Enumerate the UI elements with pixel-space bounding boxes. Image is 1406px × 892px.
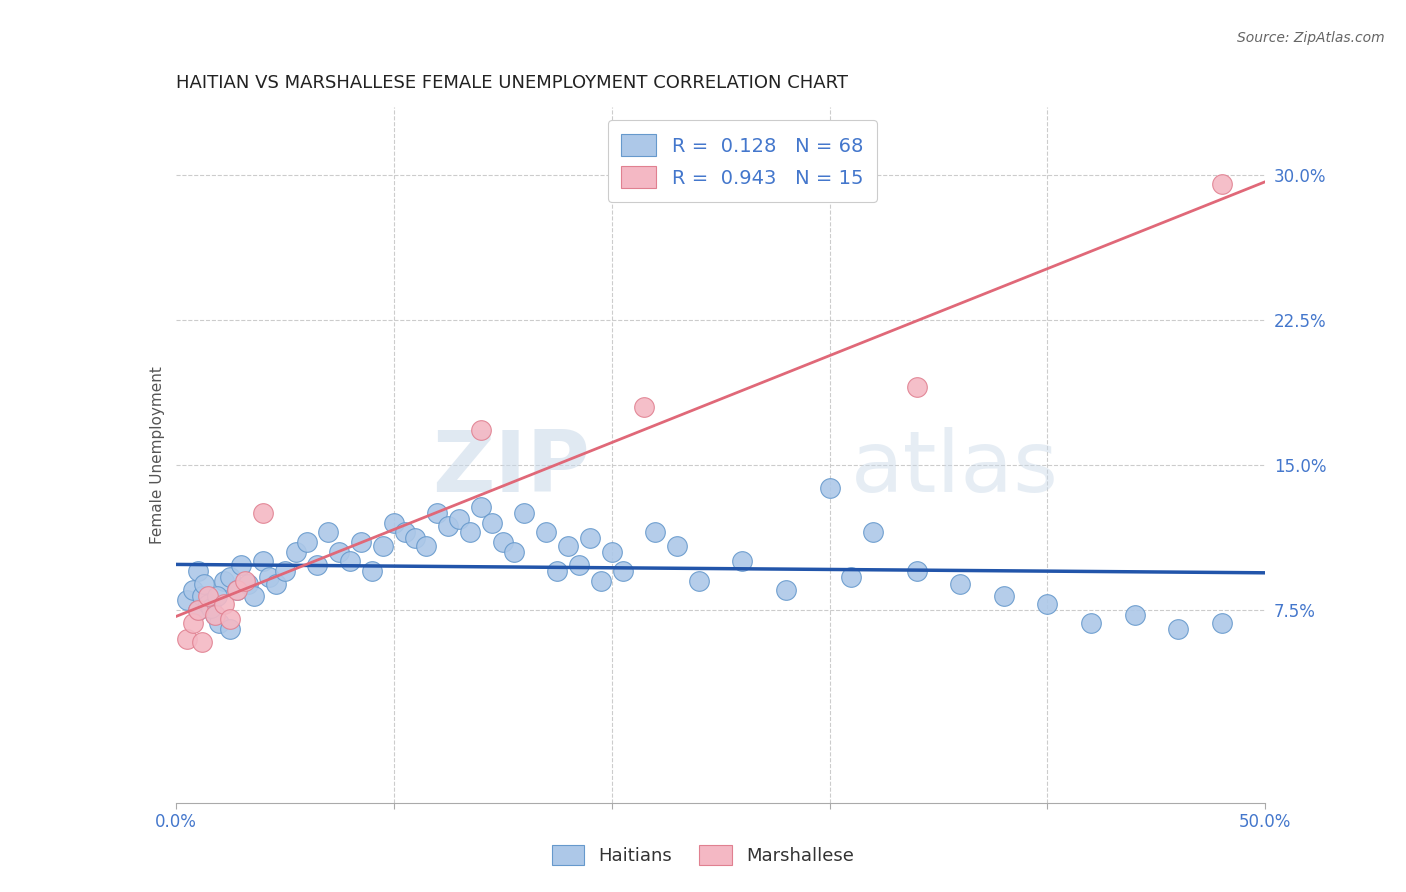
Point (208, 615, 231, 630)
Point (1080, 615, 1102, 630)
Point (818, 481, 841, 495)
Point (470, 500, 492, 514)
Point (633, 400, 655, 414)
Point (186, 564, 209, 578)
Point (181, 615, 204, 630)
Point (252, 506, 274, 520)
Point (534, 525, 557, 540)
Point (243, 589, 266, 603)
Point (204, 608, 226, 623)
Point (546, 564, 568, 578)
Point (666, 539, 689, 553)
Point (688, 574, 710, 588)
Point (1167, 622, 1189, 636)
Legend: Haitians, Marshallese: Haitians, Marshallese (543, 836, 863, 874)
Point (191, 589, 214, 603)
Point (212, 597, 235, 611)
Point (1036, 597, 1059, 611)
Point (318, 525, 340, 540)
Point (219, 570, 242, 584)
Point (589, 574, 612, 588)
Point (235, 574, 257, 588)
Legend: R =  0.128   N = 68, R =  0.943   N = 15: R = 0.128 N = 68, R = 0.943 N = 15 (607, 120, 877, 202)
Point (197, 597, 219, 611)
Point (905, 380, 928, 394)
Point (775, 583, 797, 598)
Point (350, 535, 373, 549)
Point (841, 570, 863, 584)
Point (339, 554, 361, 568)
Point (458, 525, 481, 540)
Point (1211, 178, 1233, 192)
Point (993, 589, 1015, 603)
Point (862, 525, 884, 540)
Point (186, 602, 209, 616)
Point (557, 539, 579, 553)
Point (225, 583, 247, 598)
Text: HAITIAN VS MARSHALLESE FEMALE UNEMPLOYMENT CORRELATION CHART: HAITIAN VS MARSHALLESE FEMALE UNEMPLOYME… (176, 74, 848, 92)
Point (264, 577, 287, 591)
Text: atlas: atlas (852, 427, 1059, 510)
Point (470, 423, 492, 437)
Point (502, 544, 524, 558)
Point (513, 506, 536, 520)
Point (481, 516, 503, 530)
Point (284, 544, 307, 558)
Point (382, 516, 405, 530)
Point (949, 577, 972, 591)
Point (415, 539, 437, 553)
Point (186, 602, 209, 616)
Y-axis label: Female Unemployment: Female Unemployment (149, 366, 165, 544)
Point (231, 558, 253, 573)
Point (219, 612, 242, 626)
Point (394, 525, 416, 540)
Point (259, 570, 281, 584)
Point (644, 525, 666, 540)
Point (307, 558, 329, 573)
Point (236, 577, 259, 591)
Point (205, 589, 228, 603)
Point (1123, 608, 1146, 623)
Point (295, 535, 318, 549)
Point (492, 535, 515, 549)
Point (731, 554, 754, 568)
Text: ZIP: ZIP (432, 427, 591, 510)
Point (176, 632, 198, 646)
Point (212, 574, 235, 588)
Point (200, 600, 222, 615)
Point (426, 506, 449, 520)
Point (360, 564, 382, 578)
Point (568, 558, 591, 573)
Point (600, 544, 623, 558)
Point (191, 635, 214, 649)
Point (405, 531, 427, 545)
Point (225, 583, 247, 598)
Point (197, 589, 219, 603)
Point (437, 519, 460, 533)
Point (252, 554, 274, 568)
Point (274, 564, 297, 578)
Point (181, 583, 204, 598)
Point (219, 622, 242, 636)
Text: Source: ZipAtlas.com: Source: ZipAtlas.com (1237, 31, 1385, 45)
Point (905, 564, 928, 578)
Point (193, 577, 215, 591)
Point (1211, 615, 1233, 630)
Point (371, 539, 394, 553)
Point (612, 564, 634, 578)
Point (204, 608, 226, 623)
Point (447, 512, 470, 526)
Point (579, 531, 602, 545)
Point (176, 592, 198, 607)
Point (328, 544, 350, 558)
